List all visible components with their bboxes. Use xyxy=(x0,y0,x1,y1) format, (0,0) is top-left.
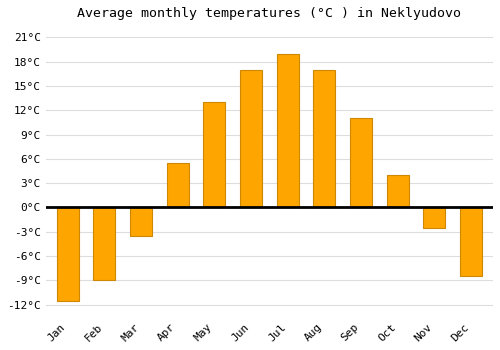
Title: Average monthly temperatures (°C ) in Neklyudovo: Average monthly temperatures (°C ) in Ne… xyxy=(78,7,462,20)
Bar xyxy=(56,208,78,301)
Bar xyxy=(460,208,482,276)
Bar xyxy=(276,54,298,208)
Bar xyxy=(424,208,446,228)
Bar xyxy=(314,70,336,208)
Bar xyxy=(240,70,262,208)
Bar xyxy=(204,102,226,208)
Bar xyxy=(93,208,115,280)
Bar xyxy=(166,163,188,208)
Bar xyxy=(386,175,408,208)
Bar xyxy=(350,118,372,208)
Bar xyxy=(130,208,152,236)
